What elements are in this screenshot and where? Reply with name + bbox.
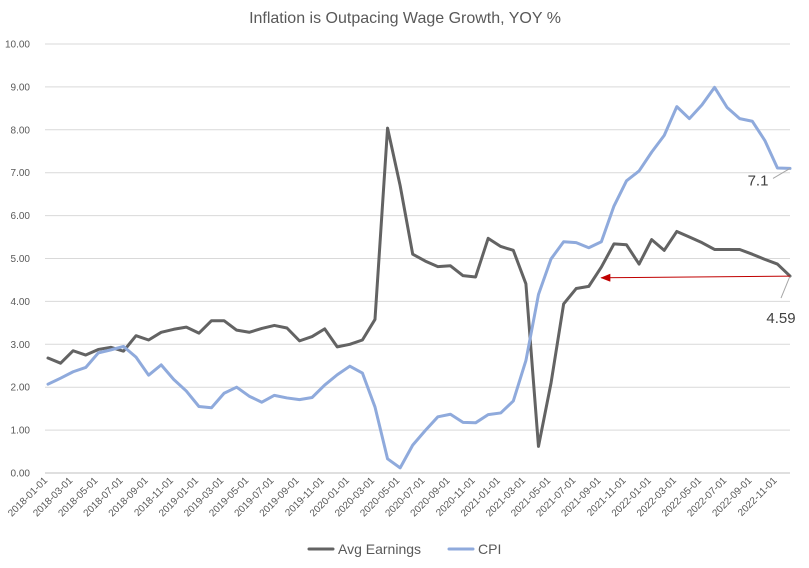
callout-leader — [772, 167, 791, 179]
callout-label: 7.1 — [748, 172, 769, 189]
series-line-cpi — [46, 85, 792, 470]
y-tick-label: 8.00 — [11, 125, 31, 136]
series-lines — [46, 85, 792, 470]
y-tick-label: 3.00 — [11, 340, 31, 351]
x-axis: 2018-01-012018-03-012018-05-012018-07-01… — [6, 475, 780, 519]
callout-arrow — [600, 273, 791, 282]
callout-label: 4.59 — [766, 310, 795, 327]
y-axis: 0.00 1.00 2.00 3.00 4.00 5.00 6.00 7.00 8.00 9.00… — [5, 40, 30, 480]
y-tick-label: 4.00 — [11, 297, 31, 308]
chart-title: Inflation is Outpacing Wage Growth, YOY … — [249, 10, 561, 27]
y-tick-label: 0.00 — [11, 469, 31, 480]
callout-leader — [780, 275, 791, 299]
legend-label-cpi: CPI — [478, 541, 501, 557]
y-tick-label: 6.00 — [11, 211, 31, 222]
y-tick-label: 5.00 — [11, 254, 31, 265]
y-tick-label: 7.00 — [11, 168, 31, 179]
series-line-avg-earnings — [46, 126, 792, 448]
legend-label-avg-earnings: Avg Earnings — [338, 541, 421, 557]
annotations: 7.1 4.59 — [600, 167, 796, 327]
legend: Avg Earnings CPI — [307, 541, 501, 557]
y-tick-label: 10.00 — [5, 40, 30, 51]
y-tick-label: 2.00 — [11, 383, 31, 394]
y-tick-label: 1.00 — [11, 426, 31, 437]
y-tick-label: 9.00 — [11, 82, 31, 93]
